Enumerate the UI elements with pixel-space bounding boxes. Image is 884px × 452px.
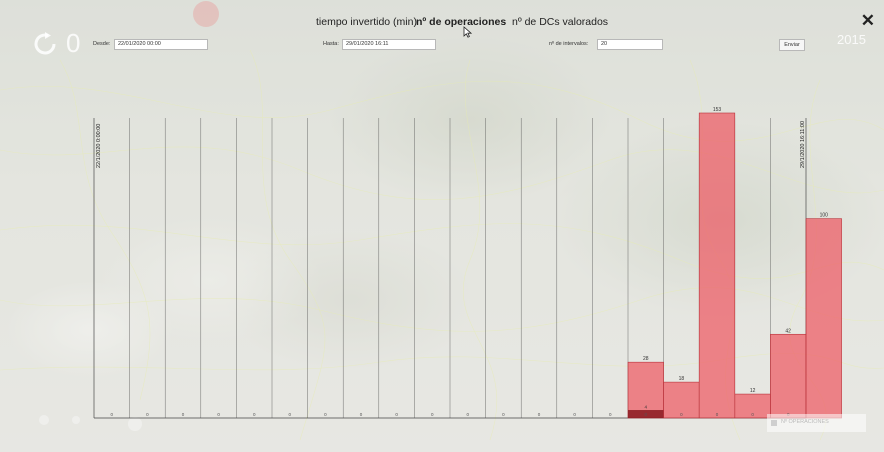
bar-value-label: 100: [820, 213, 829, 219]
bottom-count-label: 0: [253, 412, 256, 417]
boundary-label-start: 22/1/2020 0:00:00: [96, 124, 102, 168]
tab-tiempo-invertido[interactable]: tiempo invertido (min): [316, 16, 417, 28]
hasta-input[interactable]: 29/01/2020 16:11: [342, 39, 436, 50]
mouse-cursor-icon: [463, 25, 473, 43]
metric-tabs: tiempo invertido (min) nº de operaciones…: [0, 16, 884, 36]
bottom-count-label: 0: [645, 412, 648, 417]
bottom-count-label: 0: [502, 412, 505, 417]
bar-operaciones: [663, 381, 700, 419]
bottom-count-label: 0: [182, 412, 185, 417]
bottom-count-label: 0: [573, 412, 576, 417]
desde-input[interactable]: 22/01/2020 00:00: [114, 39, 208, 50]
bottom-count-label: 0: [609, 412, 612, 417]
bar-operaciones: [698, 112, 736, 419]
logo-counter: 0: [66, 28, 81, 58]
bar-value-label: 42: [785, 328, 791, 334]
legend-label: Nº OPERACIONES: [781, 419, 829, 425]
bottom-count-label: 0: [395, 412, 398, 417]
boundary-label-end: 29/1/2020 16:11:00: [800, 121, 806, 168]
bar-value-label: 153: [713, 107, 722, 113]
send-button[interactable]: Enviar: [779, 39, 805, 51]
bar-value-label: 18: [679, 376, 685, 382]
bottom-count-label: 0: [146, 412, 149, 417]
bottom-count-label: 0: [680, 412, 683, 417]
bar-sub-value-label: 4: [645, 405, 648, 410]
year-label: 2015: [837, 32, 866, 47]
bottom-count-label: 0: [289, 412, 292, 417]
bar-value-label: 12: [750, 388, 756, 394]
desde-label: Desde:: [93, 41, 111, 47]
hasta-label: Hasta:: [323, 41, 339, 47]
tab-num-operaciones[interactable]: nº de operaciones: [416, 16, 507, 28]
bottom-count-label: 0: [467, 412, 470, 417]
bottom-count-label: 0: [360, 412, 363, 417]
refresh-icon[interactable]: [32, 31, 60, 62]
bar-operaciones: [627, 361, 664, 419]
bottom-count-label: 0: [716, 412, 719, 417]
intervals-input[interactable]: 20: [597, 39, 663, 50]
intervals-label: nº de intervalos:: [549, 41, 589, 47]
bottom-count-label: 0: [217, 412, 220, 417]
bar-operaciones: [805, 218, 842, 419]
bottom-count-label: 0: [538, 412, 541, 417]
bar-operaciones: [770, 333, 807, 419]
bottom-count-label: 0: [111, 412, 114, 417]
bar-value-label: 28: [643, 356, 649, 362]
bottom-count-label: 0: [324, 412, 327, 417]
chart-legend: Nº OPERACIONES: [767, 414, 866, 432]
bar-sub-series: [628, 410, 664, 418]
close-button[interactable]: ✕: [860, 11, 875, 30]
legend-swatch: [771, 420, 777, 426]
tab-num-dcs-valorados[interactable]: nº de DCs valorados: [512, 16, 609, 28]
bottom-count-label: 0: [751, 412, 754, 417]
bottom-count-label: 0: [431, 412, 434, 417]
